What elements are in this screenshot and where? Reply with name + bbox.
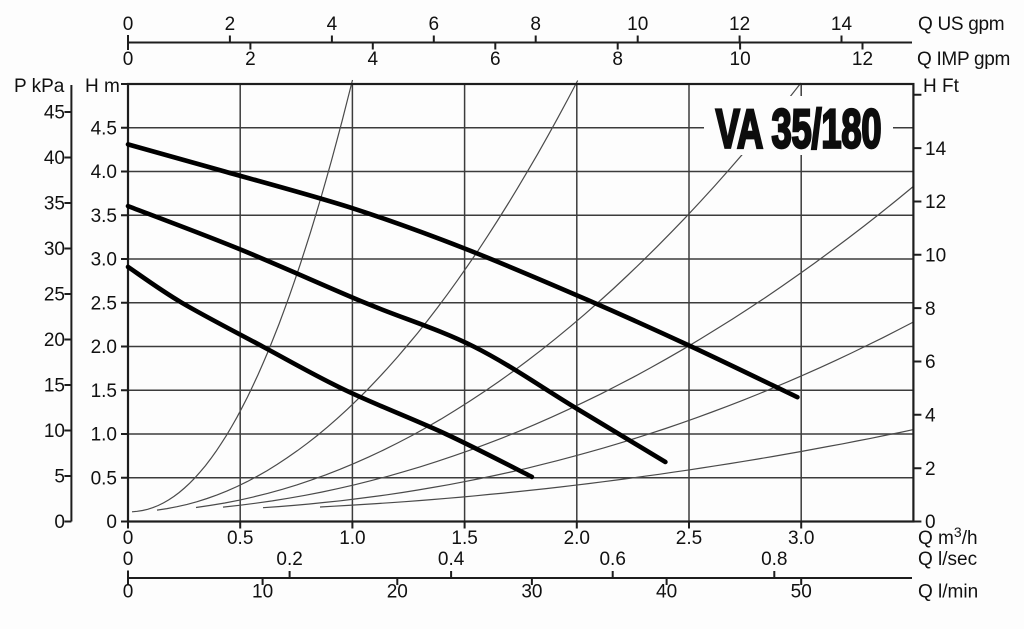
svg-text:0: 0 [123,49,134,70]
svg-text:14: 14 [925,139,947,160]
svg-text:10: 10 [730,49,751,70]
svg-text:4: 4 [368,49,379,70]
svg-text:35: 35 [44,194,65,215]
svg-text:0.5: 0.5 [91,468,117,489]
svg-text:6: 6 [429,14,440,35]
svg-text:0: 0 [925,512,936,533]
svg-text:Q m3/h: Q m3/h [918,524,978,549]
svg-text:45: 45 [44,103,65,124]
svg-text:12: 12 [925,192,946,213]
svg-text:H m: H m [85,76,120,97]
svg-text:4.5: 4.5 [91,118,117,139]
svg-text:40: 40 [44,148,65,169]
svg-text:0: 0 [123,549,134,570]
svg-text:2: 2 [225,14,236,35]
svg-text:P kPa: P kPa [14,76,65,97]
svg-text:1.5: 1.5 [91,381,117,402]
svg-text:4: 4 [327,14,338,35]
svg-text:14: 14 [831,14,853,35]
svg-text:4.0: 4.0 [91,162,117,183]
svg-text:6: 6 [490,49,501,70]
svg-text:10: 10 [925,246,946,267]
svg-text:H Ft: H Ft [923,76,960,97]
svg-text:VA 35/180: VA 35/180 [716,98,882,159]
svg-text:2.5: 2.5 [676,528,702,549]
svg-text:0.4: 0.4 [438,549,465,570]
svg-text:2.0: 2.0 [91,337,117,358]
svg-text:50: 50 [791,582,812,603]
svg-text:12: 12 [729,14,750,35]
svg-text:25: 25 [44,285,65,306]
svg-text:2.0: 2.0 [564,528,590,549]
svg-text:Q l/sec: Q l/sec [918,549,977,570]
svg-text:0: 0 [123,14,134,35]
svg-text:3.5: 3.5 [91,206,117,227]
svg-text:8: 8 [530,14,541,35]
svg-text:Q l/min: Q l/min [918,582,978,603]
svg-text:0.2: 0.2 [276,549,302,570]
svg-text:8: 8 [612,49,623,70]
svg-text:2: 2 [245,49,256,70]
svg-text:4: 4 [925,406,936,427]
svg-text:0: 0 [54,512,65,533]
svg-text:0.5: 0.5 [227,528,253,549]
svg-text:3.0: 3.0 [91,250,117,271]
svg-text:10: 10 [627,14,648,35]
svg-text:20: 20 [387,582,408,603]
svg-text:0.6: 0.6 [599,549,625,570]
svg-text:40: 40 [656,582,677,603]
svg-text:2.5: 2.5 [91,293,117,314]
svg-text:6: 6 [925,352,936,373]
svg-text:12: 12 [852,49,873,70]
svg-text:30: 30 [44,239,65,260]
svg-text:0: 0 [123,528,134,549]
svg-text:30: 30 [521,582,542,603]
svg-text:Q IMP gpm: Q IMP gpm [917,49,1010,70]
svg-text:10: 10 [252,582,273,603]
svg-text:Q US gpm: Q US gpm [918,14,1004,35]
svg-text:1.0: 1.0 [91,425,117,446]
svg-text:2: 2 [925,459,936,480]
svg-text:8: 8 [925,299,936,320]
svg-text:0: 0 [123,582,134,603]
svg-text:0: 0 [106,512,117,533]
svg-text:5: 5 [54,467,65,488]
svg-text:1.0: 1.0 [339,528,365,549]
svg-text:15: 15 [44,376,65,397]
svg-text:3.0: 3.0 [788,528,814,549]
svg-text:1.5: 1.5 [451,528,477,549]
svg-text:0.8: 0.8 [761,549,787,570]
svg-text:20: 20 [44,330,65,351]
svg-text:10: 10 [44,421,65,442]
